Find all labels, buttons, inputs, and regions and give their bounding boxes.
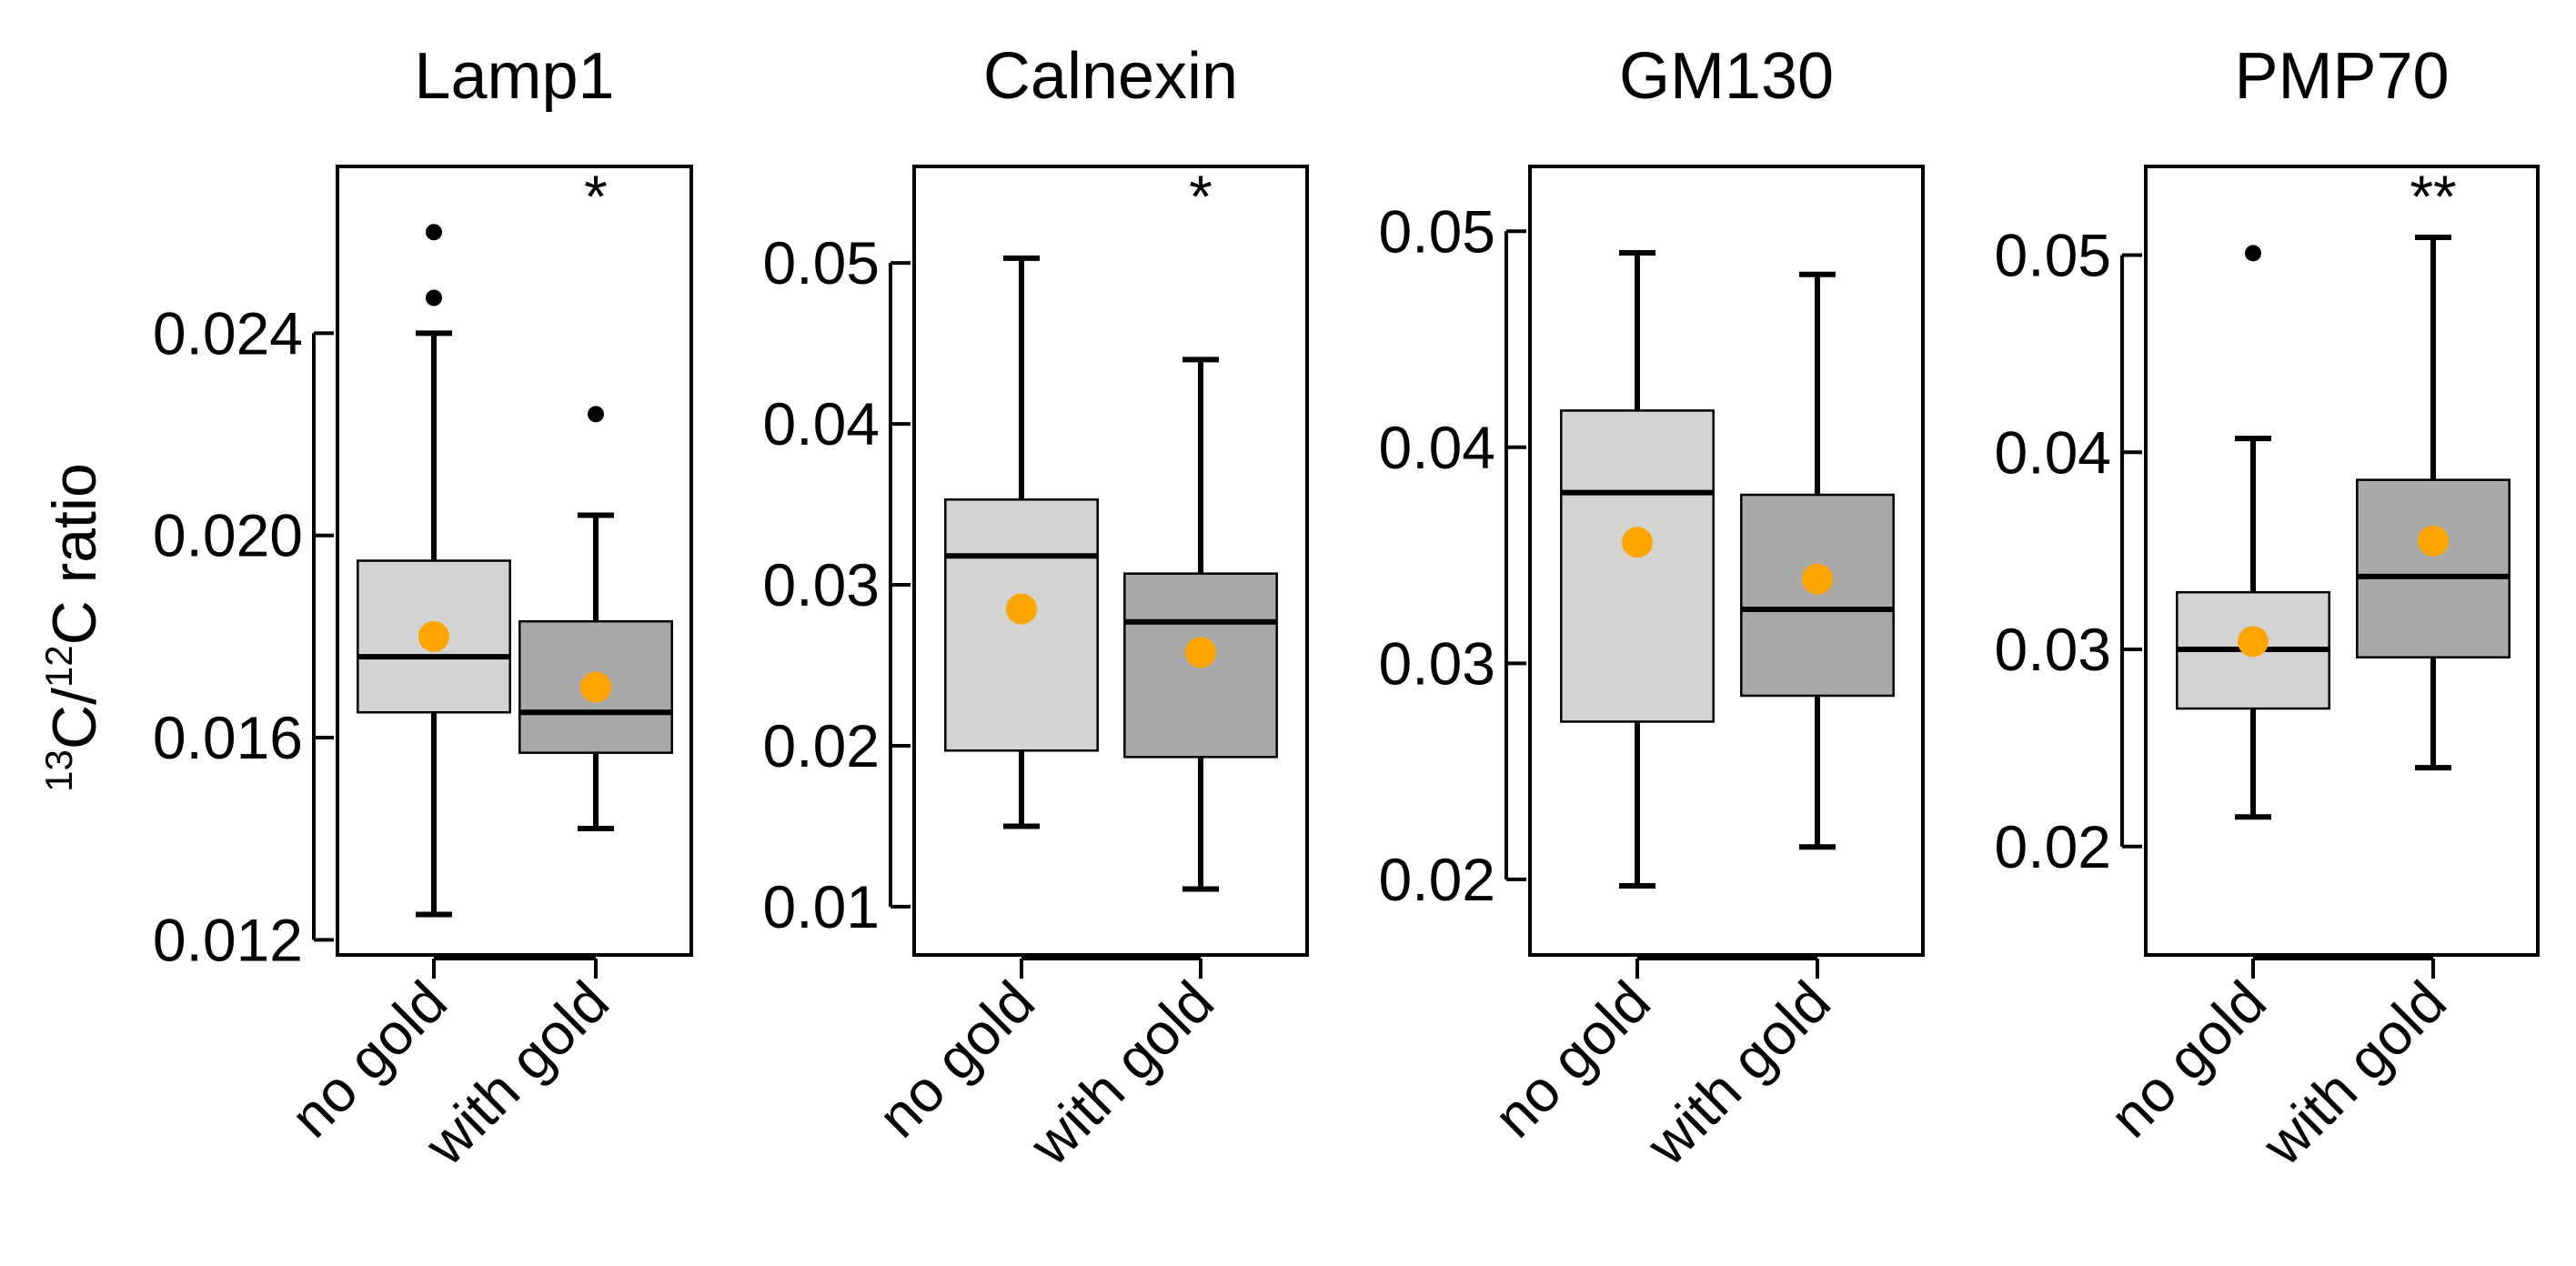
x-category-label: no gold <box>1482 969 1663 1150</box>
mean-marker <box>1185 637 1216 668</box>
y-tick-label: 0.024 <box>153 299 303 367</box>
iqr-box <box>2356 478 2511 658</box>
panel-title: Lamp1 <box>414 40 614 113</box>
panel-frame <box>1528 165 1925 957</box>
y-tick-label: 0.02 <box>1995 813 2111 880</box>
outlier-point <box>426 289 442 306</box>
outlier-point <box>426 224 442 241</box>
y-tick-label: 0.05 <box>1995 222 2111 289</box>
x-category-label: with gold <box>1634 969 1843 1178</box>
mean-marker <box>1802 563 1833 595</box>
panel-calnexin: Calnexin 0.01 0.02 0.03 0.04 0.05 no goldwith … <box>763 40 1309 1178</box>
iqr-box <box>1560 409 1715 723</box>
mean-marker <box>1006 593 1037 625</box>
box-with-gold <box>518 406 673 832</box>
box-no-gold <box>357 224 511 918</box>
panel-title: Calnexin <box>983 40 1238 113</box>
y-tick-label: 0.012 <box>153 906 303 973</box>
y-label-sup-13: 13 <box>37 749 80 792</box>
y-axis-label: 13C/12C ratio <box>37 463 109 792</box>
mean-marker <box>1622 527 1653 558</box>
mean-marker <box>418 620 449 652</box>
y-label-base-c: C/ <box>40 688 109 749</box>
y-tick-label: 0.03 <box>1379 629 1495 697</box>
box-with-gold <box>2356 235 2511 771</box>
panel-frame <box>2144 165 2540 957</box>
y-label-base-ratio: C ratio <box>40 463 109 645</box>
outlier-point <box>588 406 604 423</box>
iqr-box <box>1740 493 1895 698</box>
y-tick-label: 0.03 <box>763 551 880 618</box>
y-tick-label: 0.02 <box>1379 846 1495 913</box>
significance-marker: * <box>1189 163 1213 230</box>
box-with-gold <box>1740 271 1895 850</box>
mean-marker <box>580 671 611 703</box>
panel-title: GM130 <box>1619 40 1834 113</box>
y-tick-label: 0.05 <box>1379 197 1495 265</box>
y-tick-label: 0.016 <box>153 704 303 771</box>
panel-frame <box>912 165 1309 957</box>
y-tick-label: 0.04 <box>1379 414 1495 481</box>
y-label-sup-12: 12 <box>37 645 80 688</box>
y-tick-label: 0.020 <box>153 502 303 569</box>
x-category-label: with gold <box>1017 969 1226 1178</box>
x-category-label: with gold <box>2249 969 2459 1178</box>
mean-marker <box>2418 525 2449 557</box>
y-tick-label: 0.01 <box>763 873 880 940</box>
box-no-gold <box>2176 245 2330 820</box>
box-no-gold <box>944 255 1099 829</box>
box-with-gold <box>1123 357 1278 892</box>
y-tick-label: 0.05 <box>763 229 880 296</box>
significance-marker: * <box>584 163 608 230</box>
y-tick-label: 0.02 <box>763 712 880 779</box>
box-no-gold <box>1560 250 1715 889</box>
y-tick-label: 0.04 <box>763 390 880 457</box>
panel-title: PMP70 <box>2234 40 2449 113</box>
x-category-label: no gold <box>2098 969 2279 1150</box>
panel-frame <box>336 165 693 957</box>
iqr-box <box>944 498 1099 752</box>
y-tick-label: 0.03 <box>1995 616 2111 683</box>
mean-marker <box>2238 626 2269 658</box>
significance-marker: ** <box>2410 163 2456 230</box>
x-category-label: no gold <box>866 969 1047 1150</box>
outlier-point <box>2245 245 2261 262</box>
y-tick-label: 0.04 <box>1995 418 2111 486</box>
